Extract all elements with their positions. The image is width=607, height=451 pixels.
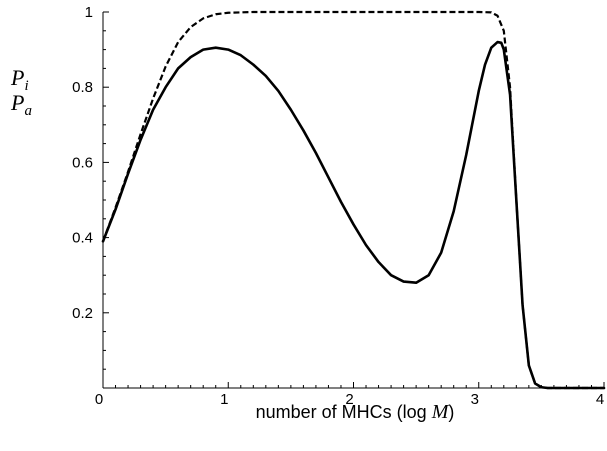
y-tick-label: 0.2 (72, 305, 93, 322)
x-tick-label: 4 (596, 391, 604, 408)
x-tick-label: 0 (95, 391, 103, 408)
axes-layer (102, 12, 604, 389)
x-axis-title: number of MHCs (log M) (256, 401, 455, 423)
x-tick-label: 1 (220, 391, 228, 408)
y-label-p-a: Pa (10, 90, 32, 119)
x-tick-label: 3 (471, 391, 479, 408)
labels-layer: 0 1 2 3 4 0.2 0.4 0.6 0.8 1 number of MHCs (log M)… (10, 4, 604, 423)
y-label-p-i: Pi (10, 65, 29, 94)
y-tick-label: 1 (85, 4, 93, 21)
x-tick-label: 2 (345, 391, 353, 408)
series-layer (101, 10, 606, 390)
y-tick-label: 0.4 (72, 230, 93, 247)
y-tick-label: 0.6 (72, 154, 93, 171)
solid-series-line (101, 40, 606, 390)
y-tick-label: 0.8 (72, 79, 93, 96)
